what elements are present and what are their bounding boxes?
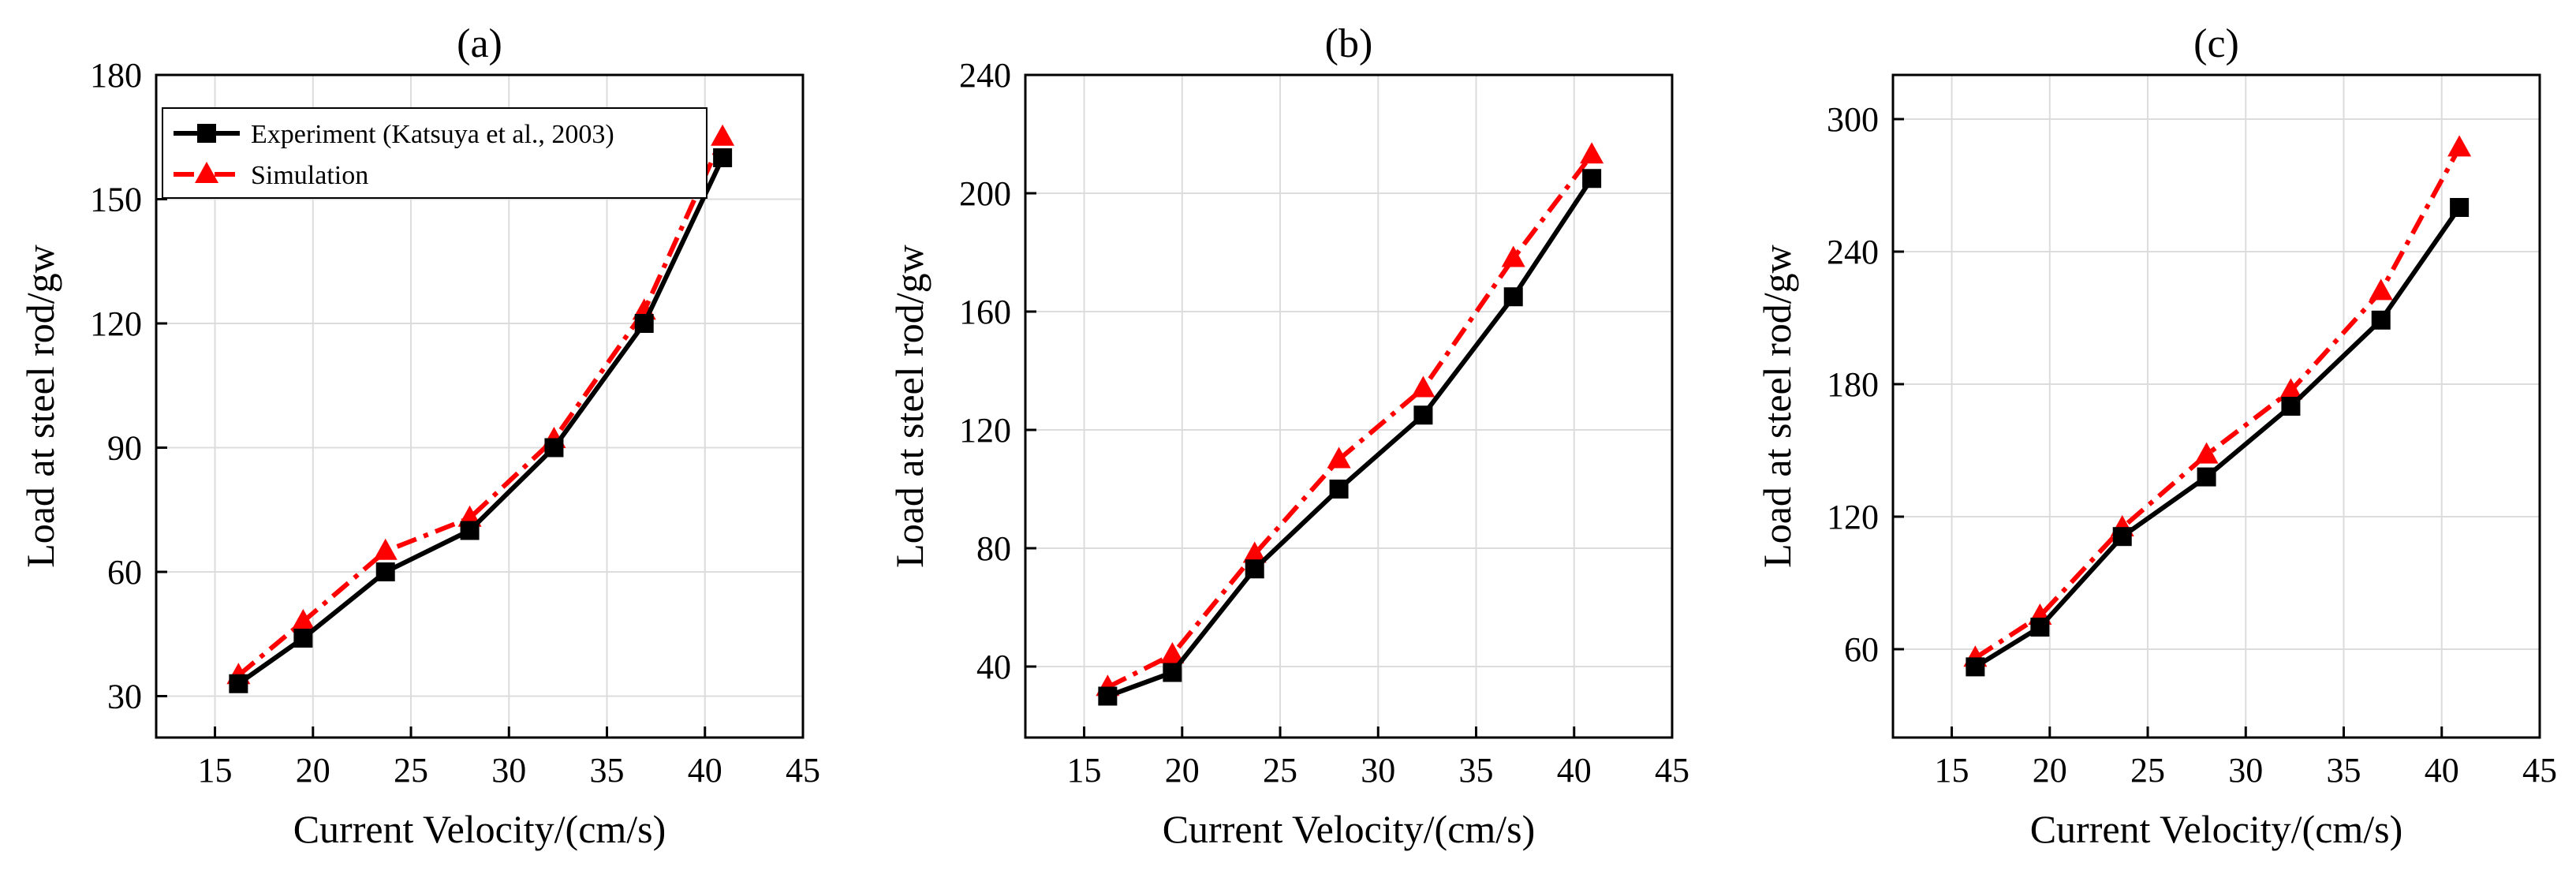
plot-frame <box>1024 73 1674 739</box>
experiment-point <box>634 314 654 333</box>
y-axis-title: Load at steel rod/gw <box>18 245 62 568</box>
experiment-point <box>1098 686 1118 706</box>
x-tick-label: 35 <box>2327 751 2361 790</box>
chart-panel-c: 15 20 25 30 35 40 45 60 120 180 240 300 (c) Current V… <box>1755 21 2557 851</box>
y-tick-label: 80 <box>976 529 1011 568</box>
x-axis-title: Current Velocity/(cm/s) <box>293 807 666 851</box>
experiment-point <box>1503 287 1523 307</box>
y-tick-label: 150 <box>90 181 142 219</box>
experiment-point <box>460 521 480 540</box>
x-tick-label: 40 <box>2425 751 2459 790</box>
experiment-point <box>713 148 733 167</box>
simulation-point <box>1242 541 1267 563</box>
x-tick-label: 45 <box>2522 751 2557 790</box>
y-tick-label: 120 <box>90 304 142 343</box>
experiment-point <box>2371 310 2391 330</box>
x-tick-label: 15 <box>1935 751 1969 790</box>
x-tick-label: 30 <box>2228 751 2263 790</box>
y-tick-label: 240 <box>1827 233 1879 271</box>
simulation-point <box>291 609 315 630</box>
x-axis-title: Current Velocity/(cm/s) <box>2030 807 2403 851</box>
legend-marker-simulation <box>195 162 218 183</box>
y-tick-label: 180 <box>90 56 142 95</box>
x-tick-label: 20 <box>2033 751 2067 790</box>
y-tick-label: 120 <box>959 411 1011 450</box>
y-axis-title: Load at steel rod/gw <box>887 245 931 568</box>
simulation-point <box>2279 378 2303 400</box>
experiment-line <box>1107 177 1594 699</box>
experiment-point <box>2112 527 2132 547</box>
x-tick-label: 30 <box>491 751 526 790</box>
x-tick-label: 25 <box>1263 751 1297 790</box>
simulation-line <box>1107 153 1594 689</box>
legend-label-experiment: Experiment (Katsuya et al., 2003) <box>251 120 614 149</box>
plot-frame <box>155 73 805 739</box>
simulation-point <box>2369 278 2393 301</box>
simulation-point <box>1327 446 1351 469</box>
x-tick-label: 40 <box>1557 751 1592 790</box>
x-tick-label: 30 <box>1361 751 1395 790</box>
chart-panel-b: 15 20 25 30 35 40 45 40 80 120 160 200 240 (b) Current… <box>887 21 1689 851</box>
chart-panel-a: 15 20 25 30 35 40 45 30 60 90 120 150 180 (a) Current … <box>18 21 820 851</box>
x-tick-label: 25 <box>2130 751 2165 790</box>
x-tick-label: 15 <box>1067 751 1102 790</box>
y-tick-label: 240 <box>959 56 1011 95</box>
experiment-point <box>1413 405 1433 425</box>
simulation-point <box>2447 135 2472 157</box>
y-tick-label: 90 <box>107 429 142 468</box>
experiment-point <box>1966 657 1985 677</box>
plot-frame <box>1891 73 2541 739</box>
experiment-point <box>1163 663 1182 682</box>
experiment-point <box>229 674 248 693</box>
x-tick-label: 35 <box>590 751 625 790</box>
y-tick-label: 160 <box>959 293 1011 331</box>
y-tick-label: 60 <box>107 553 142 592</box>
legend-box <box>162 107 707 199</box>
simulation-point <box>2194 442 2219 464</box>
simulation-point <box>1411 375 1435 398</box>
panel-title: (a) <box>457 21 502 66</box>
x-tick-label: 35 <box>1459 751 1494 790</box>
experiment-line <box>237 156 725 686</box>
x-tick-label: 20 <box>1165 751 1200 790</box>
x-axis-title: Current Velocity/(cm/s) <box>1163 807 1536 851</box>
experiment-point <box>375 562 395 581</box>
experiment-point <box>2030 618 2050 637</box>
y-axis-title: Load at steel rod/gw <box>1755 245 1799 568</box>
y-tick-label: 300 <box>1827 100 1879 139</box>
y-tick-label: 180 <box>1827 365 1879 404</box>
simulation-point <box>1501 245 1525 267</box>
experiment-point <box>2450 198 2470 217</box>
legend-marker-experiment <box>197 124 216 143</box>
y-tick-label: 120 <box>1827 498 1879 536</box>
experiment-point <box>1245 559 1264 579</box>
panel-title: (c) <box>2193 21 2239 66</box>
y-tick-label: 40 <box>976 648 1011 686</box>
simulation-point <box>711 124 735 146</box>
x-tick-label: 15 <box>198 751 233 790</box>
simulation-point <box>1580 142 1604 164</box>
experiment-point <box>2281 397 2301 416</box>
simulation-point <box>1160 642 1185 663</box>
y-tick-label: 60 <box>1844 630 1879 669</box>
experiment-point <box>293 629 313 648</box>
simulation-line <box>1973 146 2462 660</box>
experiment-point <box>1582 169 1602 189</box>
x-tick-label: 45 <box>1655 751 1689 790</box>
legend: Experiment (Katsuya et al., 2003) Simulat… <box>162 107 707 199</box>
x-tick-label: 25 <box>394 751 428 790</box>
x-tick-label: 45 <box>786 751 820 790</box>
x-tick-label: 20 <box>296 751 330 790</box>
experiment-point <box>544 438 564 458</box>
y-tick-label: 200 <box>959 174 1011 213</box>
x-tick-label: 40 <box>688 751 722 790</box>
simulation-point <box>373 538 398 560</box>
simulation-line <box>237 136 725 678</box>
experiment-point <box>2197 467 2216 487</box>
legend-label-simulation: Simulation <box>251 161 368 190</box>
panel-title: (b) <box>1325 21 1373 66</box>
y-tick-label: 30 <box>107 678 142 716</box>
experiment-point <box>1329 480 1349 499</box>
